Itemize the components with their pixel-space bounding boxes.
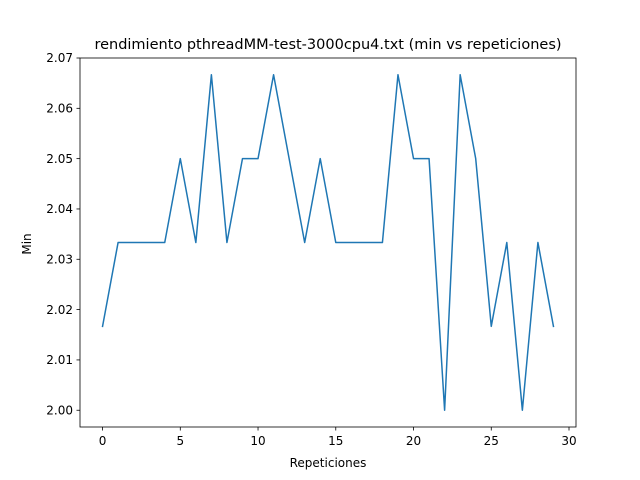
x-axis-label: Repeticiones — [290, 456, 367, 470]
x-tick-label: 25 — [484, 434, 499, 448]
y-axis-label: Min — [20, 233, 34, 254]
y-tick-label: 2.04 — [46, 202, 73, 216]
y-tick-label: 2.01 — [46, 353, 73, 367]
x-tick-label: 5 — [176, 434, 184, 448]
chart-title: rendimiento pthreadMM-test-3000cpu4.txt … — [94, 37, 561, 53]
x-tick-label: 15 — [328, 434, 343, 448]
x-tick-label: 30 — [561, 434, 576, 448]
y-tick-label: 2.05 — [46, 152, 73, 166]
y-tick-label: 2.02 — [46, 303, 73, 317]
y-axis-ticks: 2.00 2.01 2.02 2.03 2.04 2.05 2.06 2.07 — [46, 51, 80, 417]
x-tick-label: 10 — [250, 434, 265, 448]
x-tick-label: 20 — [406, 434, 421, 448]
plot-area — [79, 57, 577, 428]
x-axis-ticks: 0 5 10 15 20 25 30 — [99, 427, 577, 448]
x-tick-label: 0 — [99, 434, 107, 448]
y-tick-label: 2.03 — [46, 252, 73, 266]
y-tick-label: 2.07 — [46, 51, 73, 65]
y-tick-label: 2.00 — [46, 403, 73, 417]
y-tick-label: 2.06 — [46, 102, 73, 116]
plot-frame — [79, 57, 577, 428]
series-line-0 — [101, 74, 555, 411]
